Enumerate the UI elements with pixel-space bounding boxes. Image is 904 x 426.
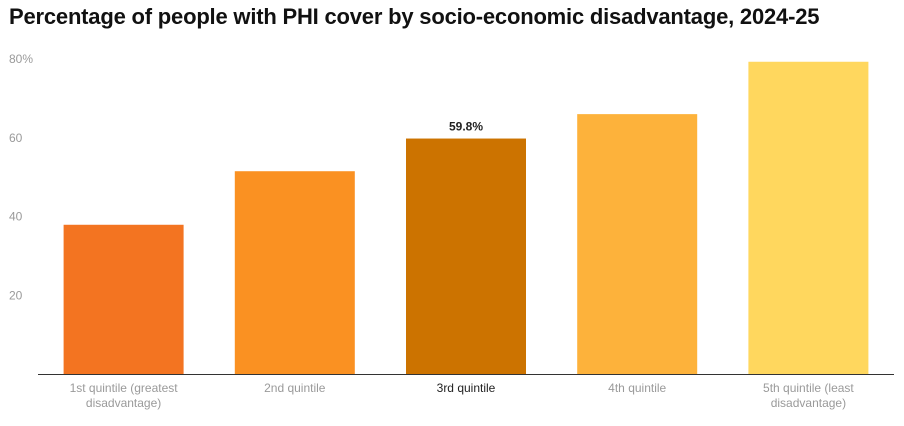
data-label: 59.8% xyxy=(449,120,483,134)
x-tick-label: 4th quintile xyxy=(608,381,666,395)
bar[interactable] xyxy=(577,114,698,374)
y-axis-ticks: 20 40 60 80% xyxy=(9,52,33,302)
y-tick-label: 80% xyxy=(9,52,33,66)
bar[interactable] xyxy=(748,61,869,374)
chart-title: Percentage of people with PHI cover by s… xyxy=(9,4,820,29)
bar[interactable] xyxy=(234,171,355,374)
x-tick-label: 2nd quintile xyxy=(264,381,326,395)
x-axis-labels: 1st quintile (greatest disadvantage) 2nd q… xyxy=(70,381,855,410)
y-tick-label: 60 xyxy=(9,131,23,145)
bars xyxy=(63,61,869,374)
bar[interactable] xyxy=(406,138,526,374)
bar[interactable] xyxy=(63,224,184,374)
y-tick-label: 40 xyxy=(9,210,23,224)
x-tick-label: 3rd quintile xyxy=(437,381,496,395)
data-labels: 59.8% xyxy=(449,120,483,134)
x-tick-label: 1st quintile (greatest disadvantage) xyxy=(70,381,179,410)
x-tick-label: 5th quintile (least disadvantage) xyxy=(763,381,854,410)
y-tick-label: 20 xyxy=(9,288,23,302)
